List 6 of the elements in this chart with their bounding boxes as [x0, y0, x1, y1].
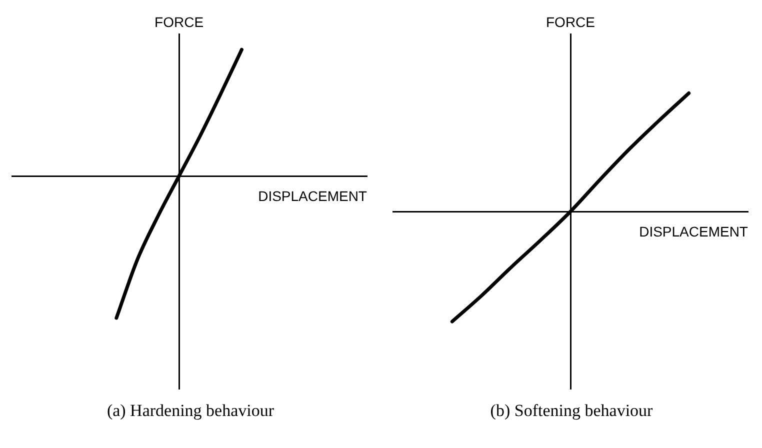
text: (b) Softening behaviour [490, 401, 653, 421]
y-axis-title: FORCE [154, 14, 204, 30]
text: (a) Hardening behaviour [106, 401, 274, 421]
y-axis-title: FORCE [546, 14, 595, 30]
x-axis-title: DISPLACEMENT [258, 188, 368, 204]
x-axis-title: DISPLACEMENT [639, 223, 748, 240]
